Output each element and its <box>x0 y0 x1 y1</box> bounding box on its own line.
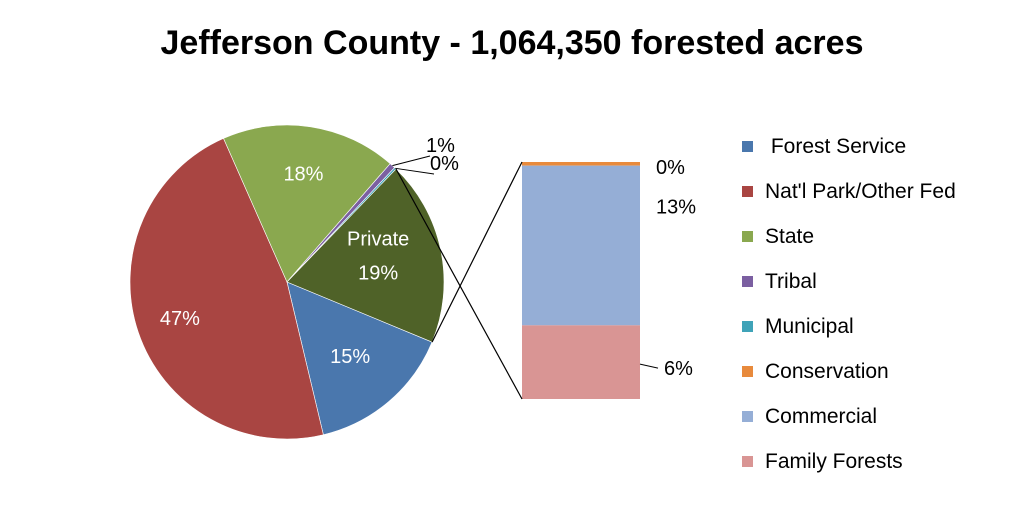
legend-item-tribal: Tribal <box>742 259 956 304</box>
legend-swatch <box>742 456 753 467</box>
slice-value-label-forest-service: 15% <box>330 346 370 368</box>
legend: Forest Service Nat'l Park/Other Fed State T… <box>742 124 956 484</box>
leader-line-tribal <box>392 155 431 167</box>
legend-item-state: State <box>742 214 956 259</box>
bar-segment-commercial <box>522 165 640 326</box>
legend-swatch <box>742 321 753 332</box>
bar-label-commercial: 13% <box>656 197 696 219</box>
legend-label: Family Forests <box>765 449 903 473</box>
pie-slice-state <box>223 124 391 283</box>
chart-title: Jefferson County - 1,064,350 forested ac… <box>160 24 864 62</box>
connector-line-bottom <box>395 168 523 400</box>
legend-swatch <box>742 366 753 377</box>
bar-label-conservation: 0% <box>656 157 685 179</box>
legend-item-forest-service: Forest Service <box>742 124 956 169</box>
legend-swatch <box>742 186 753 197</box>
pie-slice-forest-service <box>286 281 433 436</box>
legend-swatch <box>742 411 753 422</box>
bar-segment-conservation <box>522 162 640 166</box>
leader-line-municipal <box>395 167 435 175</box>
slice-value-label-nat-l-park-other-fed: 47% <box>160 308 200 330</box>
slice-value-label-tribal: 1% <box>426 135 455 157</box>
legend-label: Nat'l Park/Other Fed <box>765 179 956 203</box>
connector-line-top <box>431 161 523 343</box>
pie-group <box>129 124 445 440</box>
breakout-bar-group <box>522 162 659 399</box>
legend-label: State <box>765 224 815 248</box>
connector-lines <box>395 161 523 400</box>
legend-label: Municipal <box>765 314 854 338</box>
legend-item-municipal: Municipal <box>742 304 956 349</box>
legend-label: Tribal <box>765 269 817 293</box>
bar-segment-family-forests <box>522 325 640 399</box>
legend-label: Forest Service <box>765 134 907 158</box>
legend-swatch <box>742 141 753 152</box>
pie-slice-nat-l-park-other-fed <box>129 138 324 440</box>
leader-line-family-forests <box>639 363 659 369</box>
slice-value-label-state: 18% <box>283 163 323 185</box>
legend-label: Commercial <box>765 404 878 428</box>
legend-item-conservation: Conservation <box>742 349 956 394</box>
legend-item-family-forests: Family Forests <box>742 439 956 484</box>
slice-value-label-municipal: 0% <box>430 153 459 175</box>
legend-swatch <box>742 276 753 287</box>
legend-item-commercial: Commercial <box>742 394 956 439</box>
slice-value-label-private: 19% <box>358 262 398 284</box>
slice-name-label-private: Private <box>347 228 409 250</box>
legend-label: Conservation <box>765 359 889 383</box>
bar-label-family-forests: 6% <box>664 358 693 380</box>
legend-swatch <box>742 231 753 242</box>
legend-item-nat-l-park-other-fed: Nat'l Park/Other Fed <box>742 169 956 214</box>
